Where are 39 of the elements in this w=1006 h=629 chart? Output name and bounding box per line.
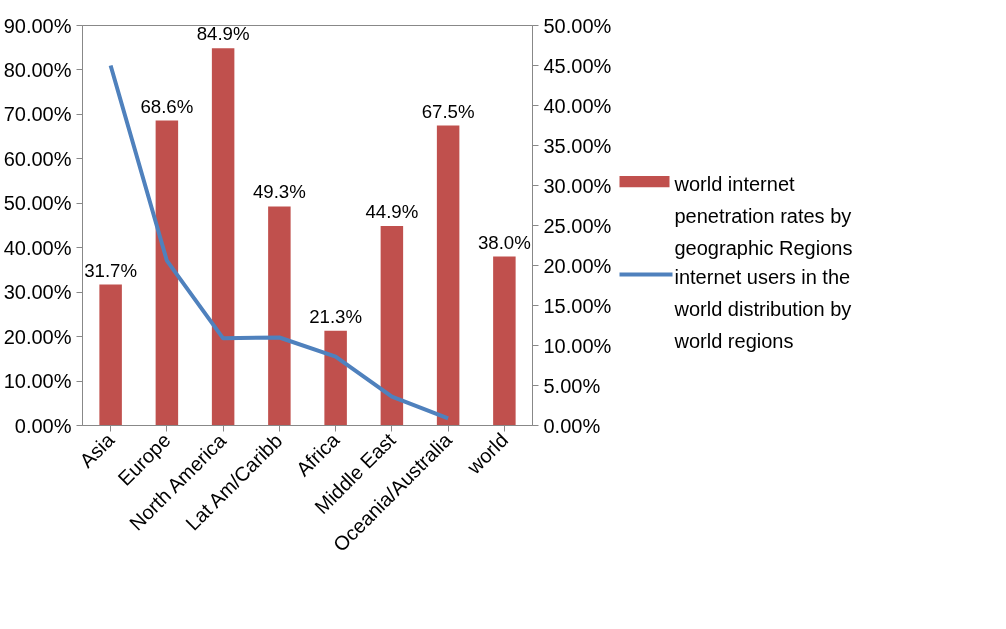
x-tick-label: Asia — [75, 428, 120, 472]
y2-tick-label: 40.00% — [543, 94, 612, 117]
bar — [436, 125, 460, 426]
data-label: 21.3% — [309, 305, 363, 327]
y2-tick-label: 45.00% — [543, 54, 612, 77]
bar — [493, 256, 516, 426]
y-tick-label: 70.00% — [3, 103, 72, 126]
legend-label: internet users in the world distribution by world regions — [673, 266, 852, 352]
data-label: 49.3% — [252, 181, 306, 203]
y-tick-label: 40.00% — [3, 236, 72, 259]
y2-tick-label: 35.00% — [543, 134, 612, 157]
y2-tick-label: 25.00% — [543, 214, 612, 237]
data-label: 67.5% — [421, 100, 475, 122]
y-tick-label: 60.00% — [3, 147, 72, 170]
bar — [380, 225, 404, 426]
y2-tick-label: 50.00% — [543, 14, 612, 37]
y2-tick-label: 30.00% — [543, 174, 612, 197]
y-tick-label: 90.00% — [3, 14, 72, 37]
data-label: 31.7% — [84, 259, 138, 281]
bar — [268, 206, 291, 426]
bar — [99, 284, 122, 426]
y-tick-label: 80.00% — [3, 58, 72, 81]
y-tick-label: 50.00% — [3, 192, 72, 215]
data-label: 68.6% — [140, 95, 194, 117]
y-tick-label: 30.00% — [3, 281, 72, 304]
data-label: 84.9% — [196, 23, 250, 45]
y-tick-label: 20.00% — [3, 325, 72, 348]
y2-tick-label: 5.00% — [543, 374, 601, 397]
y2-tick-label: 10.00% — [543, 334, 612, 357]
data-label: 38.0% — [477, 231, 531, 253]
y-tick-label: 0.00% — [14, 414, 72, 437]
y2-tick-label: 15.00% — [543, 294, 612, 317]
bar — [155, 120, 179, 426]
y-tick-label: 10.00% — [3, 370, 72, 393]
bar — [211, 48, 235, 426]
y2-tick-label: 20.00% — [543, 254, 612, 277]
y2-tick-label: 0.00% — [543, 414, 601, 437]
data-label: 44.9% — [365, 200, 419, 222]
bar — [324, 330, 347, 426]
